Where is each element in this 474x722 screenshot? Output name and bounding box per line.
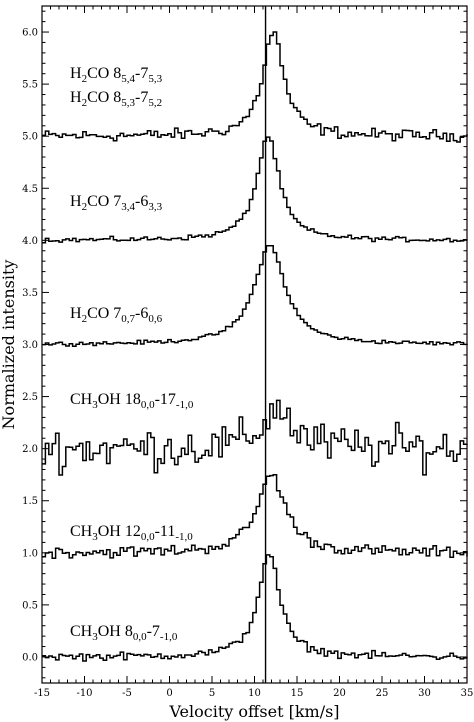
plot-frame <box>41 5 468 684</box>
y-tick-label: 6.0 <box>22 28 38 39</box>
x-axis-label: Velocity offset [km/s] <box>168 702 339 721</box>
y-tick-label: 0.0 <box>22 652 38 663</box>
y-tick-label: 4.5 <box>22 184 38 195</box>
spectrum-line-5 <box>42 473 468 560</box>
spectrum-line-3 <box>42 244 468 348</box>
y-tick-label: 1.5 <box>22 496 38 507</box>
y-tick-label: 0.5 <box>22 600 38 611</box>
x-tick-label: -5 <box>122 688 132 699</box>
y-tick-label: 5.5 <box>22 80 38 91</box>
spectrum-line-4 <box>42 399 468 476</box>
y-tick-label: 2.5 <box>22 392 38 403</box>
transition-label: CH3OH 120,0-11-1,0 <box>70 523 193 543</box>
y-tick-label: 3.5 <box>22 288 38 299</box>
x-tick-label: 5 <box>209 688 215 699</box>
x-tick-label: 30 <box>418 688 431 699</box>
spectra-layer <box>42 31 468 662</box>
transition-label: H2CO 85,4-75,3 <box>70 65 163 85</box>
x-tick-label: -10 <box>76 688 92 699</box>
x-tick-label: 15 <box>291 688 304 699</box>
spectrum-line-1 <box>42 31 468 143</box>
spectrum-line-6 <box>42 554 468 662</box>
transition-label: CH3OH 80,0-7-1,0 <box>70 623 178 643</box>
transition-label: H2CO 73,4-63,3 <box>70 193 163 213</box>
x-tick-label: 10 <box>248 688 261 699</box>
y-axis-label: Normalized intensity <box>0 260 18 430</box>
ticks-layer <box>41 6 468 683</box>
x-tick-label: 0 <box>166 688 172 699</box>
x-tick-label: -15 <box>34 688 50 699</box>
transition-label: H2CO 85,3-75,2 <box>70 89 162 109</box>
spectrum-line-2 <box>42 136 468 244</box>
y-tick-label: 1.0 <box>22 548 38 559</box>
y-tick-label: 4.0 <box>22 236 38 247</box>
tick-labels-layer: -15 -10 -5 0 5 10 15 20 25 30 35 0.0 0.5 1.0 1.5 2.0 2.5… <box>22 28 473 699</box>
x-tick-label: 20 <box>333 688 346 699</box>
y-tick-label: 5.0 <box>22 132 38 143</box>
line-labels-layer: H2CO 85,4-75,3 H2CO 85,3-75,2 H2CO 73,4-63… <box>70 65 194 643</box>
y-tick-label: 3.0 <box>22 340 38 351</box>
transition-label: H2CO 70,7-60,6 <box>70 305 163 325</box>
x-tick-label: 25 <box>376 688 389 699</box>
x-tick-label: 35 <box>461 688 474 699</box>
y-tick-label: 2.0 <box>22 444 38 455</box>
transition-label: CH3OH 180,0-17-1,0 <box>70 391 194 411</box>
